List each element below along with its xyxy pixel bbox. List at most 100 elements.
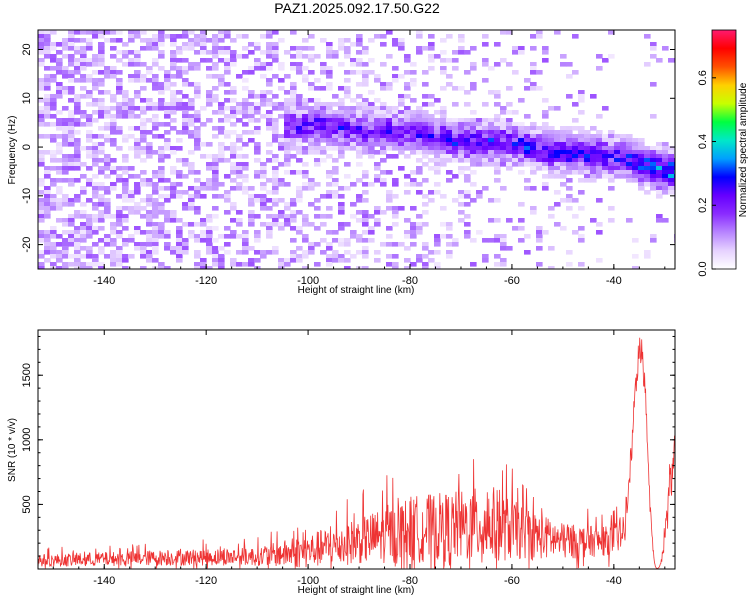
heatmap-cell	[464, 214, 471, 219]
heatmap-cell	[494, 198, 501, 203]
heatmap-cell	[596, 138, 603, 143]
heatmap-cell	[524, 138, 531, 143]
heatmap-cell	[500, 126, 507, 131]
heatmap-cell	[74, 262, 81, 267]
heatmap-cell	[146, 38, 153, 43]
heatmap-cell	[290, 126, 297, 131]
heatmap-cell	[212, 62, 219, 67]
heatmap-cell	[608, 186, 615, 191]
heatmap-cell	[188, 150, 195, 155]
heatmap-cell	[470, 66, 477, 71]
heatmap-cell	[386, 146, 393, 151]
heatmap-cell	[500, 58, 507, 63]
heatmap-cell	[368, 38, 375, 43]
heatmap-cell	[260, 98, 267, 103]
heatmap-cell	[146, 154, 153, 159]
heatmap-cell	[38, 202, 45, 207]
heatmap-cell	[434, 166, 441, 171]
heatmap-cell	[218, 146, 225, 151]
heatmap-cell	[314, 130, 321, 135]
heatmap-cell	[98, 114, 105, 119]
heatmap-cell	[50, 154, 57, 159]
heatmap-cell	[536, 238, 543, 243]
heatmap-cell	[578, 190, 585, 195]
heatmap-cell	[578, 134, 585, 139]
heatmap-cell	[38, 58, 45, 63]
heatmap-cell	[116, 30, 123, 35]
heatmap-cell	[308, 178, 315, 183]
heatmap-cell	[200, 34, 207, 39]
heatmap-cell	[224, 70, 231, 75]
heatmap-cell	[110, 74, 117, 79]
heatmap-cell	[584, 170, 591, 175]
heatmap-cell	[158, 134, 165, 139]
heatmap-cell	[254, 170, 261, 175]
heatmap-cell	[164, 198, 171, 203]
heatmap-cell	[632, 238, 639, 243]
heatmap-cell	[140, 178, 147, 183]
heatmap-cell	[536, 146, 543, 151]
heatmap-cell	[152, 238, 159, 243]
heatmap-cell	[422, 130, 429, 135]
heatmap-cell	[62, 74, 69, 79]
heatmap-cell	[224, 30, 231, 35]
heatmap-cell	[182, 122, 189, 127]
heatmap-cell	[212, 166, 219, 171]
heatmap-cell	[86, 234, 93, 239]
heatmap-cell	[344, 94, 351, 99]
heatmap-cell	[260, 254, 267, 259]
heatmap-cell	[104, 38, 111, 43]
heatmap-cell	[608, 146, 615, 151]
heatmap-cell	[50, 198, 57, 203]
heatmap-cell	[194, 86, 201, 91]
heatmap-cell	[422, 82, 429, 87]
heatmap-cell	[80, 262, 87, 267]
heatmap-cell	[218, 262, 225, 267]
heatmap-cell	[266, 122, 273, 127]
heatmap-cell	[410, 130, 417, 135]
heatmap-cell	[440, 206, 447, 211]
y-tick-label: 20	[21, 43, 33, 55]
heatmap-cell	[602, 138, 609, 143]
heatmap-cell	[470, 158, 477, 163]
heatmap-cell	[182, 106, 189, 111]
heatmap-cell	[290, 238, 297, 243]
heatmap-cell	[278, 106, 285, 111]
heatmap-cell	[356, 118, 363, 123]
heatmap-cell	[578, 170, 585, 175]
heatmap-cell	[116, 166, 123, 171]
heatmap-cell	[410, 222, 417, 227]
snr-y-axis-label: SNR (10 * v/v)	[7, 418, 18, 482]
heatmap-cell	[164, 146, 171, 151]
heatmap-cell	[422, 118, 429, 123]
heatmap-cell	[386, 86, 393, 91]
heatmap-cell	[44, 82, 51, 87]
heatmap-cell	[320, 70, 327, 75]
heatmap-cell	[44, 186, 51, 191]
heatmap-cell	[188, 118, 195, 123]
heatmap-cell	[200, 234, 207, 239]
heatmap-cell	[614, 150, 621, 155]
heatmap-cell	[488, 162, 495, 167]
heatmap-cell	[98, 150, 105, 155]
heatmap-cell	[212, 162, 219, 167]
heatmap-cell	[566, 134, 573, 139]
heatmap-cell	[140, 146, 147, 151]
heatmap-cell	[362, 122, 369, 127]
heatmap-cell	[338, 210, 345, 215]
heatmap-cell	[248, 50, 255, 55]
heatmap-cell	[122, 214, 129, 219]
heatmap-cell	[464, 222, 471, 227]
heatmap-cell	[446, 82, 453, 87]
heatmap-cell	[566, 250, 573, 255]
heatmap-cell	[236, 102, 243, 107]
heatmap-cell	[608, 138, 615, 143]
heatmap-cell	[638, 158, 645, 163]
heatmap-cell	[62, 106, 69, 111]
heatmap-cell	[290, 250, 297, 255]
heatmap-cell	[368, 90, 375, 95]
heatmap-cell	[278, 226, 285, 231]
heatmap-cell	[554, 174, 561, 179]
heatmap-cell	[296, 254, 303, 259]
heatmap-cell	[146, 218, 153, 223]
